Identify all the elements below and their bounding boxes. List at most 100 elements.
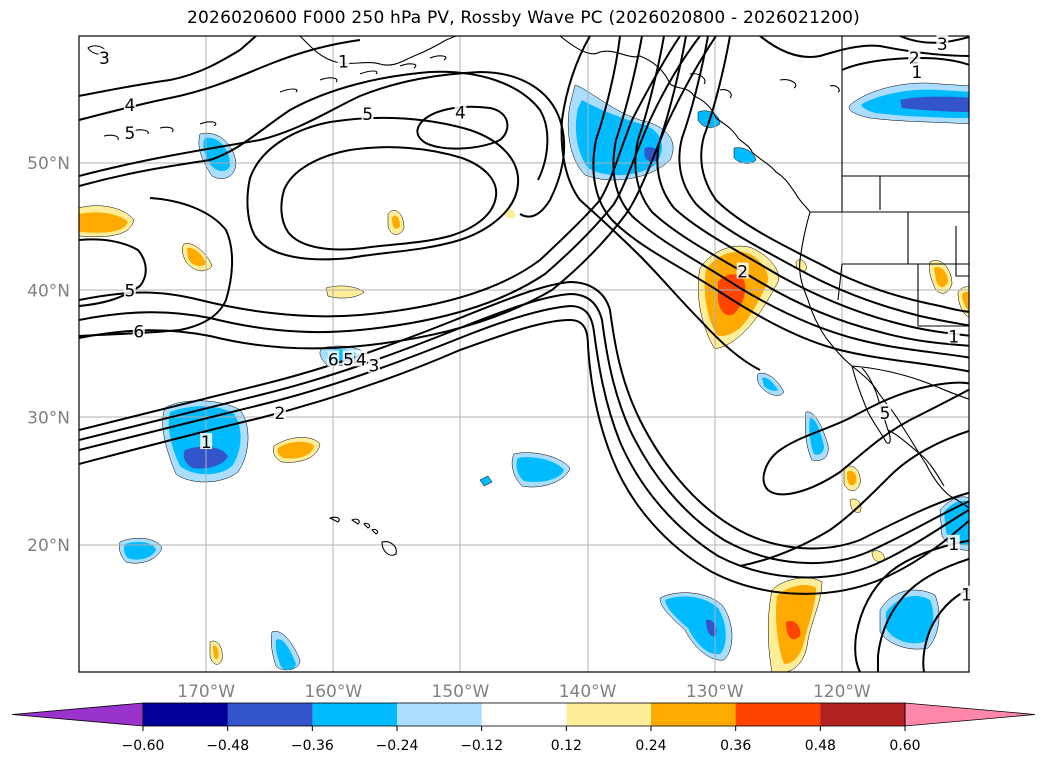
contour-label-halo	[736, 262, 749, 279]
contour-label-halo	[947, 327, 960, 344]
alaska-coast	[559, 36, 753, 153]
pv-anomaly-positive	[962, 291, 969, 311]
contour-line	[854, 539, 969, 672]
pv-anomaly-positive	[325, 285, 365, 299]
contour-label-halo	[200, 433, 213, 450]
colorbar-segment	[227, 703, 313, 726]
contour-line	[700, 36, 969, 313]
contour-label: 4	[356, 350, 367, 370]
contour-label: 1	[201, 433, 212, 453]
contour-label-halo	[355, 350, 368, 367]
colorbar-tick-label: −0.12	[460, 738, 503, 754]
contour-line	[79, 36, 681, 318]
contour-line	[612, 36, 969, 359]
contour-line	[634, 36, 969, 347]
pv-anomaly-negative	[124, 542, 156, 560]
map-frame	[78, 35, 970, 673]
colorbar-segment	[820, 703, 906, 726]
canada-inset-border	[841, 36, 969, 177]
contour-line	[656, 36, 969, 337]
colorbar-extend-max	[904, 702, 1036, 727]
pv-anomaly-positive	[79, 212, 128, 233]
aleutian-islands	[103, 55, 447, 141]
contour-label-halo	[342, 350, 355, 367]
contour-label-halo	[123, 281, 136, 298]
lon-tick-label: 140°W	[559, 682, 617, 702]
contour-line	[246, 116, 520, 261]
contour-label: 2	[274, 404, 285, 424]
contour-label: 1	[948, 327, 959, 347]
contour-line	[79, 70, 549, 187]
contour-label-halo	[879, 403, 892, 420]
pv-anomaly-negative	[762, 377, 778, 391]
colorbar-segment	[397, 703, 483, 726]
contour-label-halo	[361, 104, 374, 121]
contour-line	[79, 71, 566, 218]
contour-label-halo	[936, 34, 949, 51]
colorbar-tick-label: 0.48	[805, 738, 836, 754]
contour-label: 4	[124, 96, 135, 116]
contour-label: 4	[455, 104, 466, 124]
longitude-ticks: 170°W 160°W 150°W 140°W 130°W 120°W	[177, 682, 871, 702]
contour-label-halo	[367, 356, 380, 373]
contour-line	[280, 146, 498, 251]
lon-tick-label: 160°W	[304, 682, 362, 702]
colorbar-extend-min	[11, 702, 144, 727]
pv-anomaly-positive	[934, 266, 948, 288]
colorbar-tick-label: −0.60	[122, 738, 165, 754]
pv-anomaly-positive	[277, 441, 314, 459]
colorbar-segment	[566, 703, 652, 726]
latitude-ticks: 20°N 30°N 40°N 50°N	[27, 154, 70, 556]
contour-line	[79, 238, 147, 307]
contour-label: 3	[937, 35, 948, 55]
pv-anomaly-positive	[187, 247, 206, 266]
hawaii-islands	[329, 516, 397, 556]
contour-line	[592, 36, 969, 373]
contour-label-halo	[337, 52, 350, 69]
contour-label-halo	[960, 585, 973, 602]
pv-anomaly-negative	[275, 639, 296, 670]
contour-line	[762, 381, 969, 496]
pv-anomaly-positive	[213, 645, 219, 660]
contour-line	[877, 557, 969, 672]
contour-label: 2	[909, 49, 920, 69]
contour-label: 5	[124, 282, 135, 302]
contour-label-halo	[908, 48, 921, 65]
map-background	[79, 36, 969, 672]
contour-line	[79, 36, 717, 350]
canada-coast-islands	[689, 73, 840, 99]
contour-label: 5	[343, 350, 354, 370]
lat-tick-label: 30°N	[27, 409, 70, 429]
us-west-coast	[799, 211, 969, 509]
colorbar-segment	[651, 703, 737, 726]
contour-label: 6	[133, 322, 144, 342]
lon-tick-label: 170°W	[177, 682, 235, 702]
colorbar	[11, 702, 1036, 727]
contour-line	[79, 305, 969, 579]
contour-line	[79, 36, 257, 97]
contour-label: 1	[948, 535, 959, 555]
pv-anomaly-negative	[479, 475, 493, 487]
lon-tick-label: 150°W	[432, 682, 490, 702]
map-title: 2026020600 F000 250 hPa PV, Rossby Wave …	[187, 8, 860, 28]
contour-label-halo	[273, 403, 286, 420]
lon-tick-label: 120°W	[813, 682, 871, 702]
contour-label-halo	[123, 123, 136, 140]
colorbar-tick-label: −0.48	[206, 738, 249, 754]
contour-label: 1	[961, 586, 972, 606]
contour-label: 6	[328, 350, 339, 370]
colorbar-segment	[312, 703, 398, 726]
pv-anomaly-positive	[849, 498, 862, 513]
pv-anomaly-negative	[809, 418, 824, 455]
bc-coast	[751, 151, 811, 213]
colorbar-tick-label: −0.36	[291, 738, 334, 754]
pv-anomaly-negative	[575, 100, 663, 176]
colorbar-tick-label: 0.24	[635, 738, 666, 754]
pv-anomaly-negative	[706, 619, 717, 637]
colorbar-tick-label: 0.12	[551, 738, 582, 754]
colorbar-tick-label: 0.60	[889, 738, 920, 754]
pv-anomaly-negative	[516, 457, 564, 482]
alaska-mainland	[299, 36, 457, 66]
mexico-coast	[887, 429, 945, 487]
